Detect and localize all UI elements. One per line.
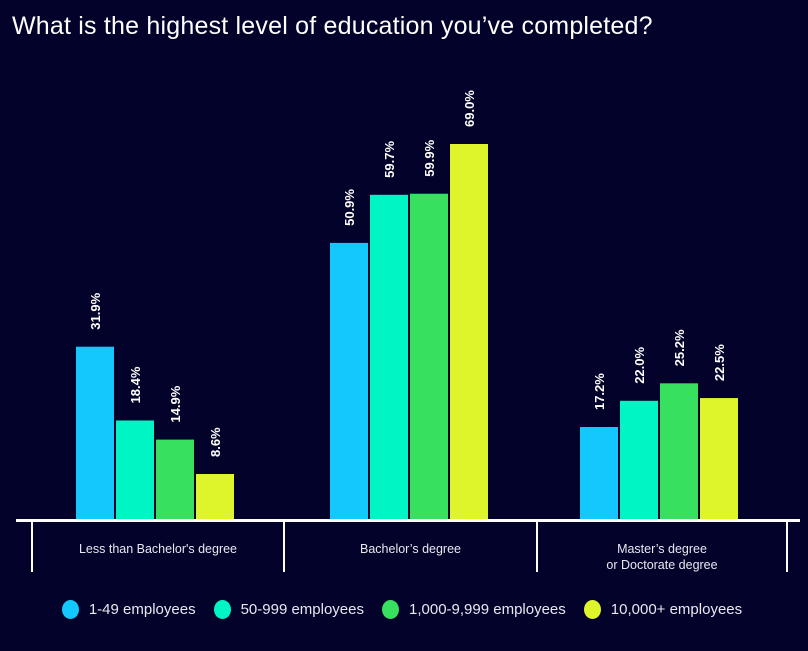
data-label: 50.9%: [342, 189, 357, 226]
legend-dot-icon: [583, 600, 601, 619]
bar: [196, 474, 234, 521]
x-axis-tick: [536, 522, 538, 572]
bar: [330, 242, 368, 521]
legend-dot-icon: [382, 600, 399, 619]
legend-label: 1-49 employees: [88, 601, 196, 618]
bar: [116, 420, 154, 521]
legend-label: 50-999 employees: [240, 601, 364, 618]
data-label: 31.9%: [88, 292, 103, 329]
data-label: 18.4%: [128, 366, 143, 403]
bar: [450, 144, 488, 521]
bar: [580, 427, 618, 521]
data-label: 22.5%: [712, 344, 727, 381]
data-label: 22.0%: [632, 346, 647, 383]
data-label: 8.6%: [208, 427, 223, 457]
data-label: 69.0%: [462, 90, 477, 127]
data-label: 59.7%: [382, 141, 397, 178]
x-tick-label: Less than Bachelor's degree: [79, 542, 237, 556]
bar: [370, 194, 408, 521]
x-axis-tick: [283, 522, 285, 572]
data-label: 25.2%: [672, 329, 687, 366]
data-label: 14.9%: [168, 385, 183, 422]
x-axis-line: [16, 519, 800, 522]
x-tick-label: or Doctorate degree: [606, 558, 717, 572]
bar: [156, 439, 194, 521]
legend-dot-icon: [213, 600, 231, 619]
legend: 1-49 employees 50-999 employees 1,000-9,99…: [0, 600, 808, 619]
x-tick-label: Master’s degree: [617, 542, 707, 556]
legend-label: 1,000-9,999 employees: [409, 601, 566, 618]
bar: [660, 383, 698, 521]
bar: [410, 193, 448, 522]
legend-dot-icon: [61, 600, 79, 619]
bar: [76, 346, 114, 521]
chart-title: What is the highest level of education y…: [12, 12, 653, 40]
legend-item: 1-49 employees: [61, 600, 196, 619]
bar: [620, 400, 658, 521]
legend-item: 50-999 employees: [213, 600, 364, 619]
x-axis-tick: [786, 522, 788, 572]
data-label: 17.2%: [592, 373, 607, 410]
data-label: 59.9%: [422, 139, 437, 176]
x-tick-label: Bachelor’s degree: [360, 542, 461, 556]
bar: [700, 398, 738, 521]
x-axis-tick: [31, 522, 33, 572]
legend-item: 1,000-9,999 employees: [382, 600, 566, 619]
legend-item: 10,000+ employees: [583, 600, 743, 619]
legend-label: 10,000+ employees: [610, 601, 743, 618]
